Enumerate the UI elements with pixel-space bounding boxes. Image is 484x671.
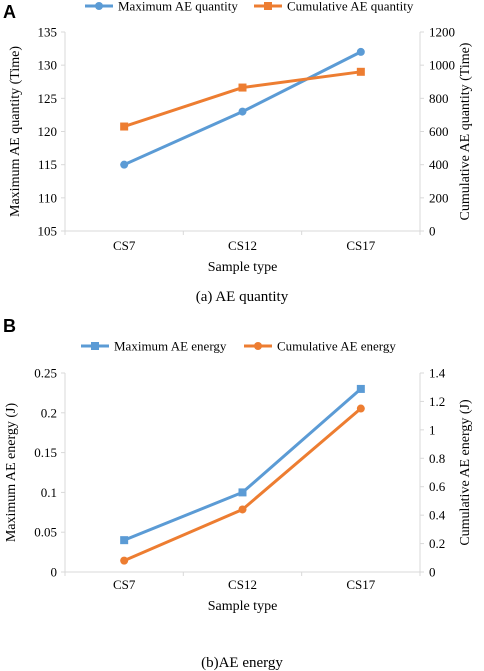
right-axis-title: Cumulative AE energy (J) [458, 399, 473, 546]
series-line [123, 70, 362, 128]
legend-label: Cumulative AE energy [277, 339, 396, 354]
data-point [120, 556, 129, 565]
right-tick-label: 0.6 [429, 479, 446, 494]
legend-label: Maximum AE energy [114, 339, 227, 354]
left-tick-label: 0.15 [34, 445, 57, 460]
right-tick-label: 600 [429, 124, 449, 139]
right-tick-label: 0 [429, 565, 436, 580]
left-tick-label: 135 [38, 25, 58, 40]
right-tick-label: 1 [429, 422, 436, 437]
x-axis-title: Sample type [208, 260, 278, 275]
data-point [238, 505, 247, 514]
panel-label: A [3, 2, 16, 22]
x-tick-label: CS17 [346, 238, 375, 253]
x-tick-label: CS17 [346, 577, 375, 592]
right-tick-label: 800 [429, 91, 449, 106]
right-tick-label: 1200 [429, 25, 455, 40]
right-tick-label: 0.4 [429, 508, 446, 523]
left-tick-label: 130 [38, 58, 58, 73]
caption: (b)AE energy [201, 655, 283, 671]
series-1 [120, 47, 365, 169]
left-tick-label: 0.25 [34, 366, 57, 381]
left-tick-label: 0.1 [41, 485, 57, 500]
legend-marker [95, 2, 103, 10]
legend-label: Maximum AE quantity [118, 0, 238, 14]
legend-marker [91, 342, 99, 350]
right-tick-label: 0.2 [429, 536, 445, 551]
left-tick-label: 115 [38, 157, 57, 172]
left-tick-label: 0.2 [41, 405, 57, 420]
data-point [120, 536, 129, 545]
x-tick-label: CS7 [113, 238, 136, 253]
x-axis-title: Sample type [208, 599, 278, 614]
right-tick-label: 1000 [429, 58, 455, 73]
left-tick-label: 0 [51, 565, 58, 580]
legend-marker [264, 2, 272, 10]
data-point [238, 107, 247, 116]
x-tick-label: CS12 [228, 577, 257, 592]
x-tick-label: CS7 [113, 577, 136, 592]
data-point [120, 160, 129, 169]
chart-panel-2: B 0 0.05 0.1 0.15 0.2 0.25 0 0.2 0.4 0.6 0.8 1 1.2 1.4… [3, 316, 473, 671]
data-point [356, 47, 365, 56]
chart-panel-1: A 105 110 115 120 125 130 135 0 200 400 600 800 1000 1… [3, 0, 473, 305]
data-point [356, 404, 365, 413]
right-tick-label: 1.4 [429, 366, 446, 381]
series-2 [120, 404, 365, 565]
left-tick-label: 120 [38, 124, 58, 139]
panel-label: B [3, 316, 16, 336]
data-point [356, 67, 365, 76]
left-tick-label: 0.05 [34, 525, 57, 540]
left-axis-title: Maximum AE quantity (Time) [8, 46, 23, 217]
right-tick-label: 400 [429, 157, 449, 172]
right-tick-label: 0.8 [429, 451, 445, 466]
right-tick-label: 200 [429, 190, 449, 205]
series-1 [120, 384, 365, 545]
legend-marker [254, 342, 262, 350]
series-line [123, 387, 362, 542]
left-tick-label: 110 [38, 190, 57, 205]
series-2 [120, 67, 365, 131]
left-tick-label: 105 [38, 224, 58, 239]
legend-label: Cumulative AE quantity [287, 0, 414, 14]
left-axis-title: Maximum AE energy (J) [4, 403, 19, 543]
caption: (a) AE quantity [196, 289, 289, 305]
data-point [238, 83, 247, 92]
data-point [120, 122, 129, 131]
left-tick-label: 125 [38, 91, 58, 106]
data-point [238, 488, 247, 497]
right-tick-label: 1.2 [429, 394, 445, 409]
series-line [123, 407, 362, 563]
data-point [356, 384, 365, 393]
right-tick-label: 0 [429, 224, 436, 239]
x-tick-label: CS12 [228, 238, 257, 253]
right-axis-title: Cumulative AE quantity (Time) [458, 42, 473, 220]
